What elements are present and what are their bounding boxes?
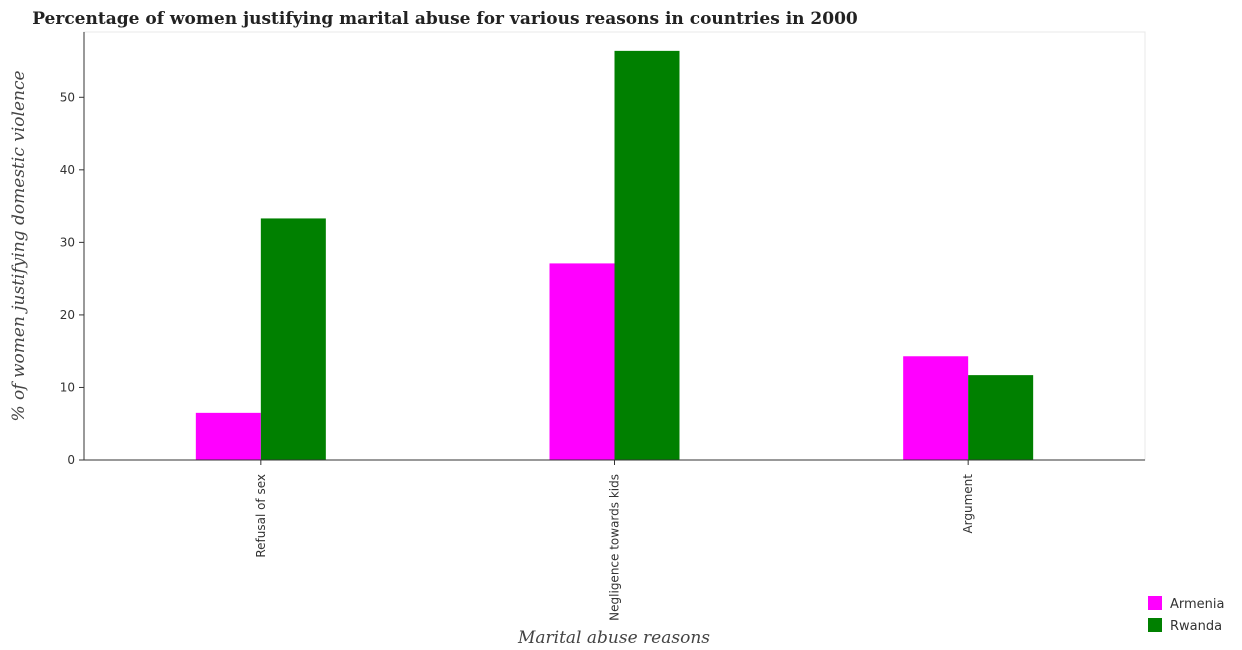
y-tick-label: 20 <box>60 308 75 322</box>
bar-rwanda-3 <box>968 375 1034 460</box>
bar-armenia-2 <box>549 263 615 460</box>
bar-rwanda-2 <box>614 50 680 460</box>
y-tick-label: 50 <box>60 90 75 104</box>
x-axis-label: Marital abuse reasons <box>517 628 710 648</box>
legend-label-armenia: Armenia <box>1170 597 1225 612</box>
legend-label-rwanda: Rwanda <box>1170 619 1222 634</box>
y-tick-label: 0 <box>67 453 75 467</box>
chart-title: Percentage of women justifying marital a… <box>32 9 858 29</box>
y-axis-label: % of women justifying domestic violence <box>9 70 29 421</box>
y-tick-label: 30 <box>60 235 75 249</box>
bar-armenia-3 <box>903 356 969 460</box>
x-tick-label: Refusal of sex <box>254 474 268 558</box>
x-tick-label: Negligence towards kids <box>608 474 622 621</box>
bar-rwanda-1 <box>260 218 326 460</box>
bars-group <box>195 50 1034 460</box>
x-axis: Refusal of sex Negligence towards kids Arg… <box>84 459 1145 621</box>
legend-swatch-rwanda <box>1148 618 1162 632</box>
y-tick-label: 10 <box>60 380 75 394</box>
legend-swatch-armenia <box>1148 596 1162 610</box>
legend: Armenia Rwanda <box>1148 596 1225 634</box>
bar-armenia-1 <box>195 412 261 460</box>
x-tick-label: Argument <box>961 474 975 534</box>
y-axis: 0 10 20 30 40 50 <box>60 32 85 467</box>
y-tick-label: 40 <box>60 163 75 177</box>
